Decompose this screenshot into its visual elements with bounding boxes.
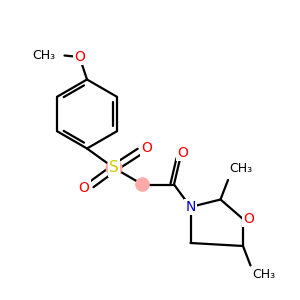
Text: S: S: [109, 160, 119, 175]
Circle shape: [136, 178, 149, 191]
Text: O: O: [178, 146, 188, 160]
Circle shape: [106, 160, 122, 176]
Circle shape: [177, 148, 189, 160]
Text: O: O: [243, 212, 254, 226]
Text: CH₃: CH₃: [252, 268, 275, 281]
Text: CH₃: CH₃: [230, 163, 253, 176]
Text: O: O: [79, 181, 89, 194]
Text: O: O: [142, 142, 152, 155]
Text: CH₃: CH₃: [32, 49, 56, 62]
Text: N: N: [185, 200, 196, 214]
Text: O: O: [74, 50, 85, 64]
